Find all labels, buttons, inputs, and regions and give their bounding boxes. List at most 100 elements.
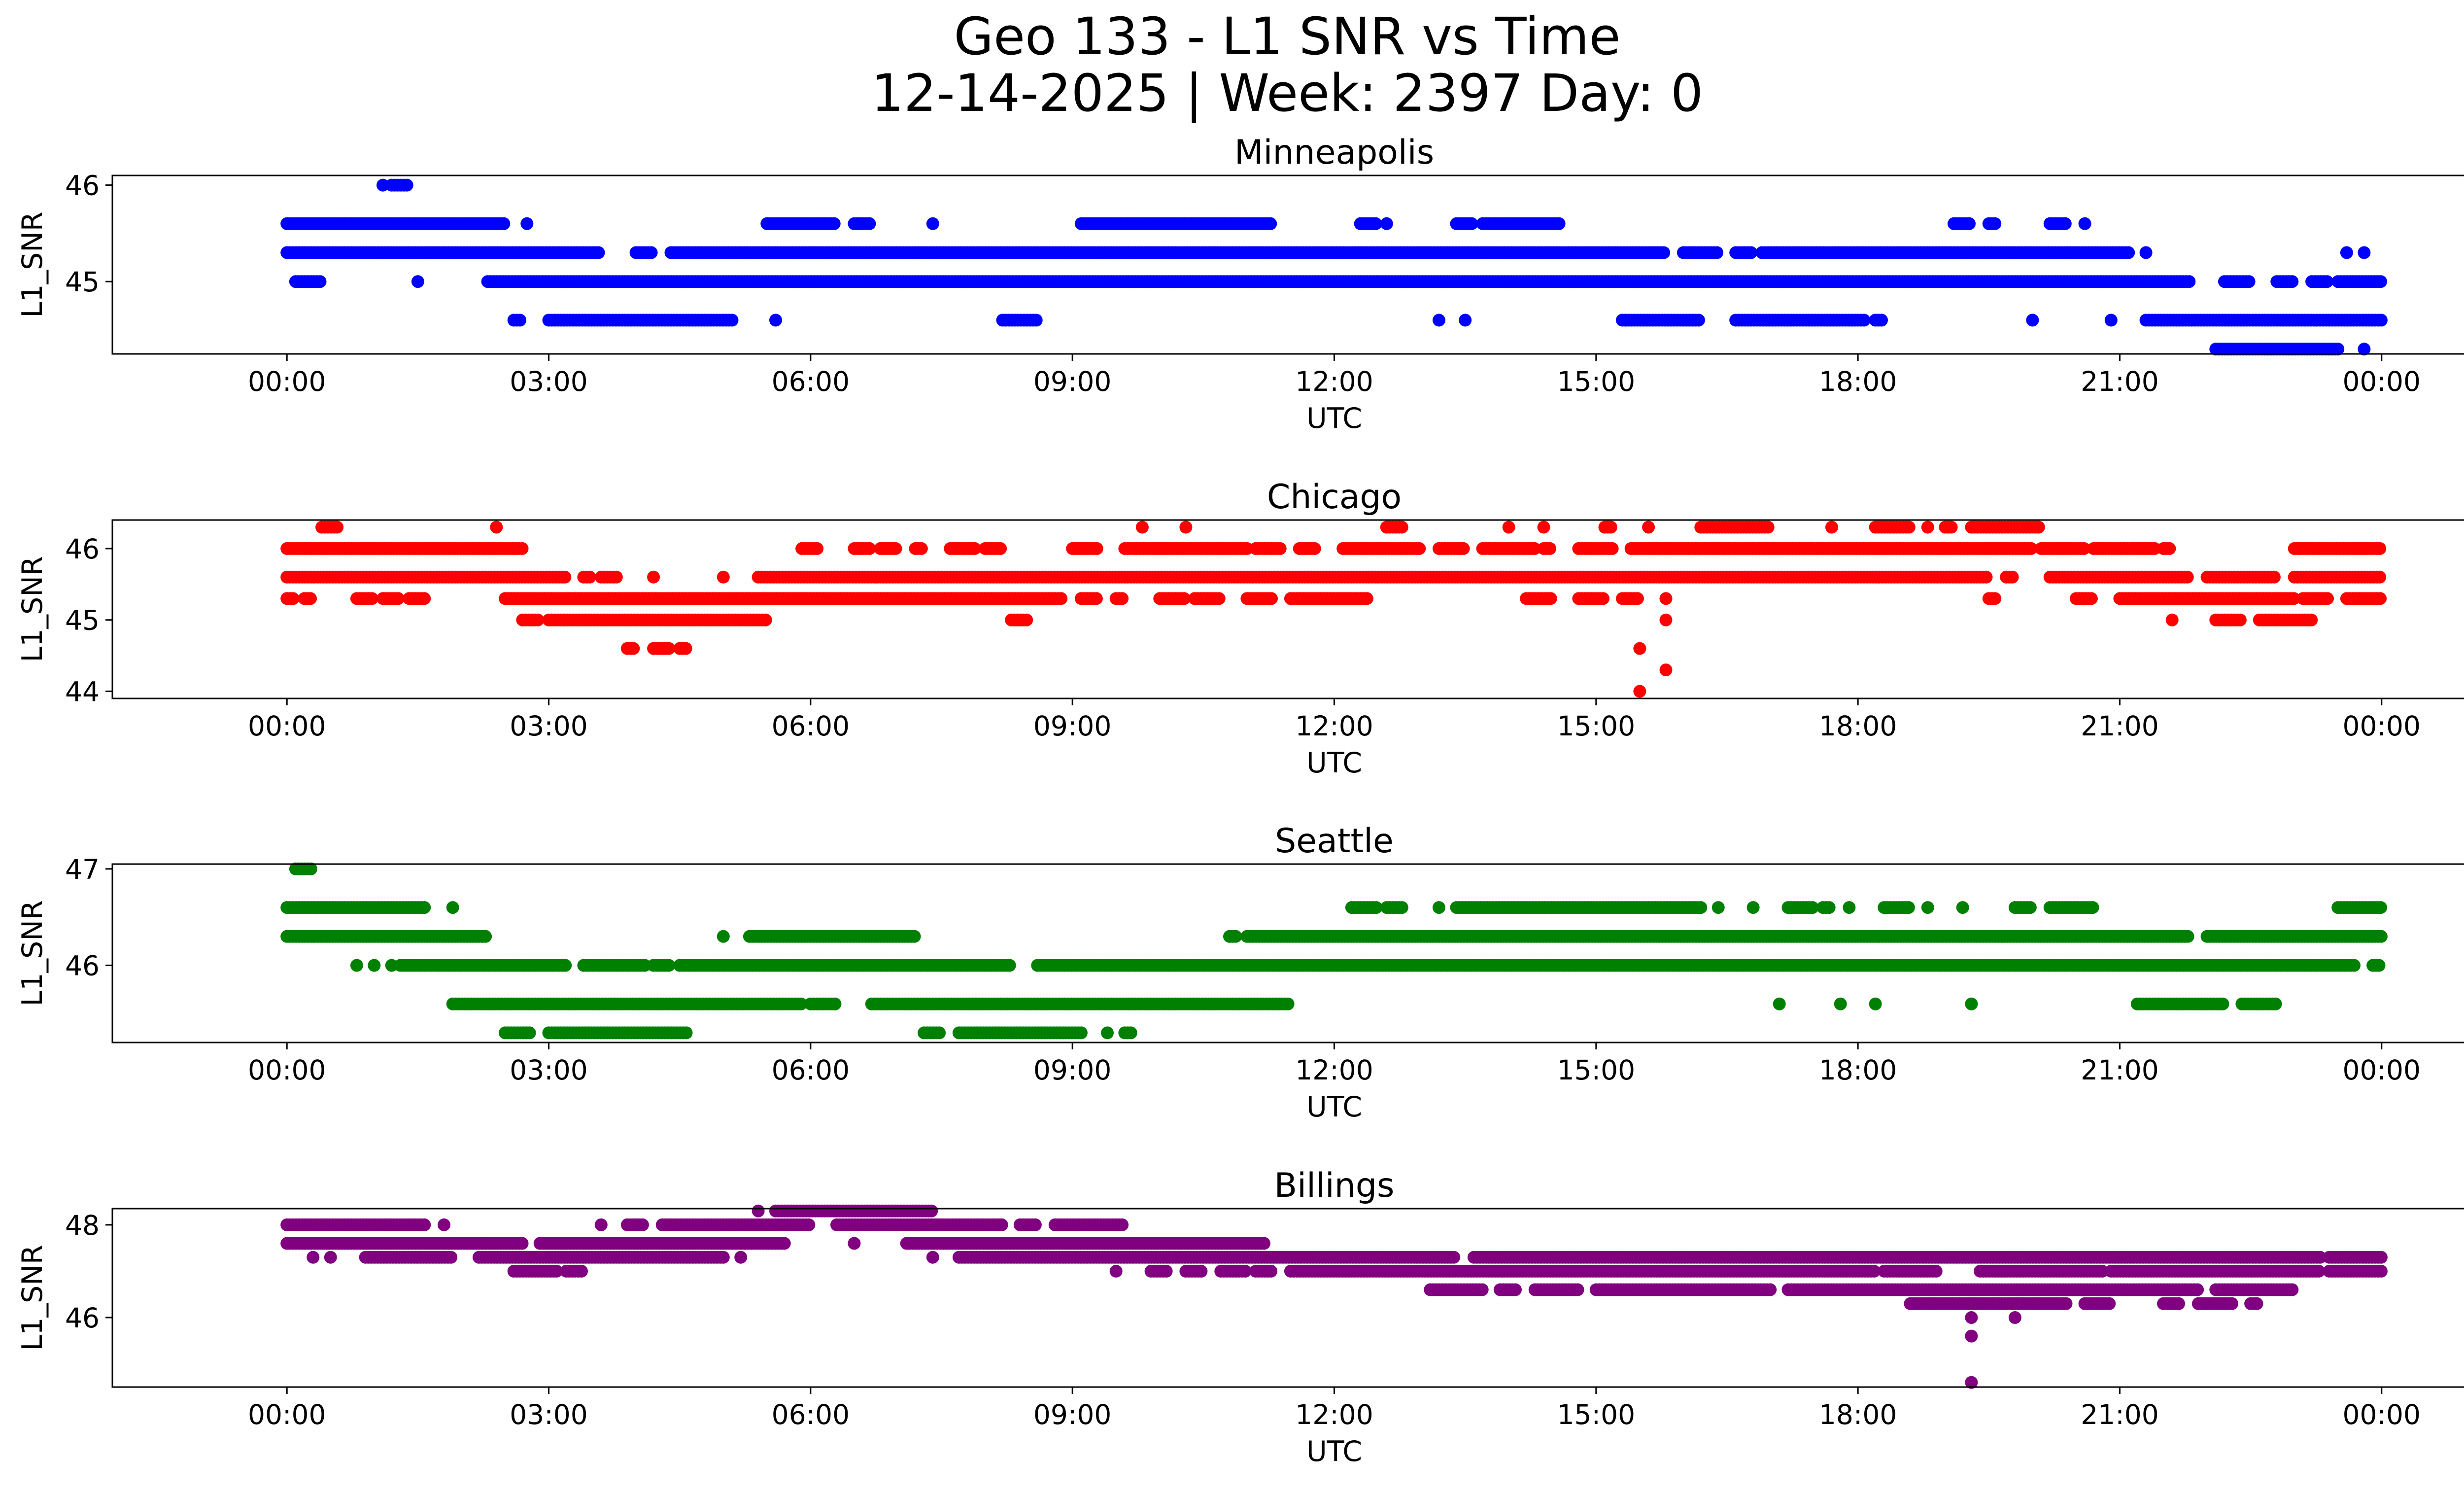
- data-point: [627, 642, 640, 655]
- data-point: [2372, 959, 2386, 972]
- x-tick-label: 15:00: [1557, 366, 1636, 397]
- data-point: [1055, 592, 1068, 605]
- data-point: [2086, 901, 2099, 914]
- data-point: [368, 959, 381, 972]
- data-point: [2242, 275, 2256, 288]
- data-point: [1116, 592, 1129, 605]
- data-point: [1395, 901, 1408, 914]
- data-point: [1537, 521, 1550, 534]
- data-point: [1857, 313, 1871, 327]
- data-point: [1773, 997, 1786, 1010]
- data-point: [1869, 997, 1882, 1010]
- data-point: [1875, 313, 1888, 327]
- data-point: [1265, 592, 1278, 605]
- data-point: [2058, 217, 2072, 230]
- subplot-title-minneapolis: Minneapolis: [1234, 133, 1434, 172]
- data-point: [2078, 217, 2091, 230]
- data-point: [2165, 613, 2179, 626]
- data-point: [1761, 521, 1775, 534]
- data-point: [1135, 521, 1149, 534]
- data-point: [1711, 901, 1725, 914]
- data-point: [2233, 613, 2247, 626]
- data-point: [1229, 930, 1242, 943]
- data-point: [2023, 901, 2037, 914]
- data-point: [1543, 542, 1556, 555]
- data-point: [1902, 521, 1916, 534]
- data-point: [679, 642, 692, 655]
- y-tick-label: 45: [65, 266, 100, 298]
- data-point: [1657, 246, 1671, 259]
- data-point: [1956, 901, 1969, 914]
- y-axis-label: L1_SNR: [16, 212, 49, 318]
- data-point: [2321, 275, 2334, 288]
- data-point: [926, 217, 939, 230]
- data-point: [1281, 997, 1295, 1010]
- data-point: [2305, 613, 2318, 626]
- data-point: [2358, 343, 2371, 356]
- data-point: [863, 542, 876, 555]
- y-tick-label: 46: [65, 533, 100, 565]
- data-point: [908, 930, 921, 943]
- data-point: [915, 542, 928, 555]
- data-point: [2104, 313, 2118, 327]
- data-point: [1606, 542, 1619, 555]
- data-point: [717, 570, 730, 584]
- data-point: [1457, 542, 1470, 555]
- data-point: [1963, 217, 1976, 230]
- data-point: [610, 570, 623, 584]
- x-tick-label: 18:00: [1819, 710, 1897, 742]
- data-point: [592, 246, 605, 259]
- data-point: [769, 313, 782, 327]
- data-point: [1090, 542, 1103, 555]
- data-point: [583, 570, 596, 584]
- data-point: [1822, 901, 1836, 914]
- data-point: [1745, 246, 1758, 259]
- data-point: [994, 542, 1007, 555]
- x-tick-label: 00:00: [248, 366, 326, 397]
- data-point: [1308, 542, 1321, 555]
- data-point: [286, 592, 300, 605]
- data-point: [2331, 343, 2345, 356]
- data-point: [1825, 521, 1838, 534]
- data-point: [759, 613, 772, 626]
- data-point: [2163, 542, 2176, 555]
- data-point: [2181, 570, 2194, 584]
- data-point: [2373, 570, 2387, 584]
- data-point: [2267, 570, 2281, 584]
- data-point: [1633, 642, 1646, 655]
- x-tick-label: 00:00: [248, 710, 326, 742]
- data-point: [2024, 542, 2038, 555]
- data-point: [350, 959, 363, 972]
- data-point: [490, 521, 503, 534]
- data-point: [968, 542, 981, 555]
- x-tick-label: 03:00: [510, 710, 588, 742]
- x-tick-label: 12:00: [1295, 366, 1373, 397]
- data-point: [1631, 592, 1644, 605]
- data-point: [1965, 997, 1978, 1010]
- data-point: [1642, 521, 1655, 534]
- data-point: [313, 275, 327, 288]
- data-point: [2348, 959, 2361, 972]
- data-point: [1212, 592, 1226, 605]
- data-point: [2358, 246, 2371, 259]
- x-tick-label: 00:00: [2343, 710, 2421, 742]
- data-point: [1273, 542, 1287, 555]
- data-point: [2340, 246, 2353, 259]
- data-point: [2032, 521, 2045, 534]
- data-point: [811, 542, 824, 555]
- data-point: [515, 542, 529, 555]
- data-point: [2374, 592, 2387, 605]
- x-tick-label: 09:00: [1033, 710, 1112, 742]
- data-point: [1459, 313, 1472, 327]
- data-point: [827, 217, 841, 230]
- data-point: [418, 901, 431, 914]
- data-point: [2286, 275, 2299, 288]
- y-tick-label: 45: [65, 605, 100, 636]
- data-point: [1945, 521, 1958, 534]
- data-point: [2321, 592, 2334, 605]
- data-point: [304, 592, 317, 605]
- data-point: [2085, 592, 2098, 605]
- figure-title-line-2: 12-14-2025 | Week: 2397 Day: 0: [871, 63, 1703, 123]
